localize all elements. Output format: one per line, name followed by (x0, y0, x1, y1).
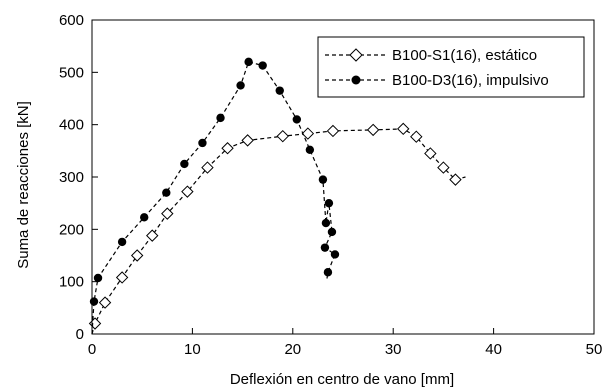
data-point (327, 227, 337, 237)
legend-box (317, 36, 585, 98)
legend-label-impulsive: B100-D3(16), impulsivo (392, 72, 549, 89)
y-tick-label: 300 (59, 169, 84, 186)
data-point (244, 57, 253, 67)
data-point (198, 138, 207, 148)
data-point (276, 129, 289, 143)
data-point (275, 86, 284, 95)
data-point (323, 268, 333, 277)
data-point (258, 61, 267, 70)
data-point (292, 115, 302, 124)
data-point (305, 145, 315, 154)
data-point (181, 185, 194, 198)
data-point (117, 237, 127, 247)
data-point (216, 113, 225, 123)
x-tick-label: 0 (88, 341, 96, 358)
data-point (318, 175, 328, 184)
data-point (115, 271, 129, 284)
y-tick-label: 600 (59, 12, 84, 29)
data-point (130, 249, 144, 262)
x-tick-label: 40 (485, 341, 502, 358)
y-tick-label: 200 (59, 221, 84, 238)
data-point (89, 297, 99, 306)
data-point (241, 134, 254, 147)
series-layer (88, 57, 466, 335)
data-point (397, 122, 410, 136)
legend-label-static: B100-S1(16), estático (392, 47, 537, 64)
y-tick-label: 100 (59, 274, 84, 291)
x-tick-label: 10 (184, 341, 201, 358)
x-tick-label: 50 (586, 341, 603, 358)
data-point (98, 296, 112, 309)
series-0 (88, 122, 466, 335)
data-point (410, 130, 423, 143)
data-point (424, 147, 437, 160)
x-axis-label: Deflexión en centro de vano [mm] (230, 371, 454, 388)
data-point (321, 218, 331, 228)
data-point (437, 161, 450, 174)
data-point (324, 198, 334, 208)
data-point (449, 173, 462, 186)
data-point (236, 81, 245, 90)
data-point (201, 161, 214, 174)
data-point (140, 213, 149, 222)
data-point (320, 243, 330, 252)
data-point (221, 142, 234, 155)
data-point (162, 188, 171, 197)
data-point (161, 207, 174, 220)
legend-circle-marker (351, 75, 361, 85)
series-1 (89, 57, 340, 335)
legend-diamond-marker (349, 48, 363, 62)
data-point (146, 229, 159, 242)
y-tick-label: 0 (76, 326, 84, 343)
data-point (326, 124, 340, 138)
x-tick-label: 20 (284, 341, 301, 358)
data-point (330, 250, 340, 259)
data-point (93, 273, 103, 283)
y-axis-label: Suma de reacciones [kN] (15, 101, 32, 269)
data-point (180, 159, 189, 169)
data-point (366, 123, 380, 137)
legend: B100-S1(16), estático B100-D3(16), impul… (317, 36, 585, 98)
data-point (301, 127, 315, 140)
y-tick-label: 500 (59, 64, 84, 81)
y-tick-label: 400 (59, 117, 84, 134)
x-tick-label: 30 (385, 341, 402, 358)
